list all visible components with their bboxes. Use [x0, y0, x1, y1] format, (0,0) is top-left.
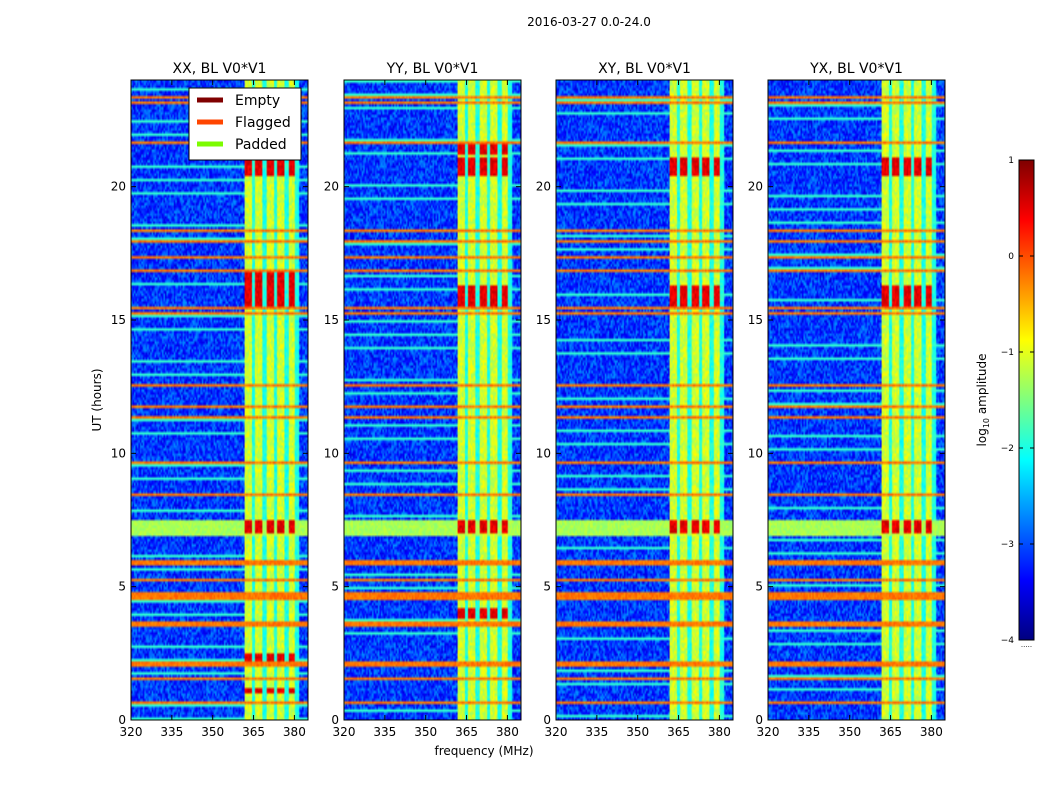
panel-yy: YY, BL V0*V1 320 335 350 365 380 0 5 10 15 20	[324, 61, 522, 739]
y-tick-label: 5	[543, 580, 551, 594]
y-tick-label: 15	[324, 313, 339, 327]
spectrogram-yy	[344, 80, 521, 720]
x-tick-label: 335	[797, 725, 820, 739]
panels: XX, BL V0*V1 320 335 350 365 380 0 5 10 15 20 Empty…	[111, 61, 946, 739]
panel-yx: YX, BL V0*V1 320 335 350 365 380 0 5 10 15 20	[748, 61, 946, 739]
y-tick-label: 10	[324, 446, 339, 460]
x-tick-label: 320	[757, 725, 780, 739]
colorbar-tick-label: −4	[1001, 636, 1015, 646]
y-tick-label: 15	[536, 313, 551, 327]
y-tick-label: 5	[331, 580, 339, 594]
y-axis-label: UT (hours)	[90, 368, 104, 431]
panel-title: YX, BL V0*V1	[809, 61, 903, 77]
y-tick-label: 10	[748, 446, 763, 460]
panel-xx: XX, BL V0*V1 320 335 350 365 380 0 5 10 15 20 Empty…	[111, 61, 309, 739]
x-tick-label: 365	[879, 725, 902, 739]
y-tick-label: 5	[118, 580, 126, 594]
x-tick-label: 320	[120, 725, 143, 739]
panel-frame	[343, 79, 522, 721]
colorbar-label-base: log	[975, 428, 989, 446]
x-tick-label: 365	[455, 725, 478, 739]
y-tick-label: 10	[111, 446, 126, 460]
x-tick-label: 380	[920, 725, 943, 739]
colorbar-label: log10 amplitude	[975, 354, 991, 447]
panel-frame	[767, 79, 946, 721]
x-tick-label: 380	[283, 725, 306, 739]
colorbar: 10−1−2−3−4 .....log10 amplitude	[975, 156, 1035, 649]
y-tick-label: 0	[331, 713, 339, 727]
x-tick-label: 320	[545, 725, 568, 739]
x-tick-label: 335	[160, 725, 183, 739]
y-tick-label: 5	[755, 580, 763, 594]
x-tick-label: 380	[496, 725, 519, 739]
spectrogram-yx	[768, 80, 945, 720]
panel-title: XX, BL V0*V1	[173, 61, 267, 77]
y-tick-label: 15	[748, 313, 763, 327]
x-tick-label: 350	[201, 725, 224, 739]
panel-xy: XY, BL V0*V1 320 335 350 365 380 0 5 10 15 20	[536, 61, 734, 739]
x-axis-label: frequency (MHz)	[434, 744, 533, 758]
y-tick-label: 0	[755, 713, 763, 727]
x-tick-label: 350	[626, 725, 649, 739]
legend-label-flagged: Flagged	[235, 115, 291, 131]
x-tick-label: 365	[667, 725, 690, 739]
colorbar-tick-label: 1	[1008, 156, 1014, 166]
x-tick-label: 320	[333, 725, 356, 739]
panel-title: XY, BL V0*V1	[598, 61, 691, 77]
legend: Empty Flagged Padded	[188, 87, 302, 161]
colorbar-scale	[1018, 159, 1035, 641]
figure-title: 2016-03-27 0.0-24.0	[527, 15, 651, 29]
legend-label-empty: Empty	[235, 93, 280, 109]
colorbar-extend-mark: .....	[1021, 641, 1032, 649]
panel-title: YY, BL V0*V1	[386, 61, 479, 77]
y-tick-label: 20	[748, 180, 763, 194]
y-tick-label: 20	[111, 180, 126, 194]
x-tick-label: 335	[373, 725, 396, 739]
y-tick-label: 10	[536, 446, 551, 460]
y-tick-label: 0	[543, 713, 551, 727]
y-tick-label: 20	[536, 180, 551, 194]
x-tick-label: 350	[838, 725, 861, 739]
colorbar-label-sub: 10	[982, 418, 991, 428]
y-tick-label: 20	[324, 180, 339, 194]
colorbar-tick-label: 0	[1008, 252, 1014, 262]
x-tick-label: 365	[242, 725, 265, 739]
colorbar-tick-label: −2	[1001, 444, 1014, 454]
x-tick-label: 350	[414, 725, 437, 739]
colorbar-tick-label: −1	[1001, 348, 1014, 358]
colorbar-label-rest: amplitude	[975, 354, 989, 418]
panel-frame	[130, 79, 309, 721]
x-tick-label: 380	[708, 725, 731, 739]
x-tick-label: 335	[585, 725, 608, 739]
y-tick-label: 0	[118, 713, 126, 727]
panel-frame	[555, 79, 734, 721]
spectrogram-xy	[556, 80, 733, 720]
colorbar-tick-label: −3	[1001, 540, 1014, 550]
legend-label-padded: Padded	[235, 137, 287, 153]
spectrogram-xx	[131, 80, 308, 720]
y-tick-label: 15	[111, 313, 126, 327]
